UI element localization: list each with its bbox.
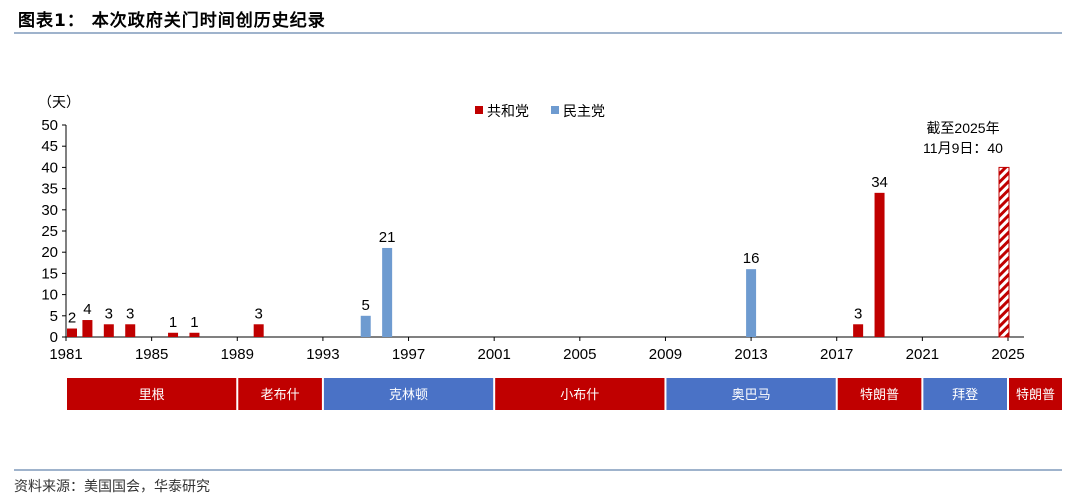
data-label-2019: 34 [871,174,888,191]
x-tick-label: 2017 [820,346,853,363]
annotation-line-1: 11月9日：40 [923,140,1003,156]
y-tick-label: 25 [41,223,58,240]
annotation-line-0: 截至2025年 [926,120,999,136]
x-tick-label: 2001 [477,346,510,363]
data-label-1986: 1 [169,314,177,331]
data-label-1984: 3 [126,305,134,322]
y-tick-label: 35 [41,181,58,198]
y-tick-label: 10 [41,287,58,304]
admin-label-5: 特朗普 [860,387,899,402]
admin-label-2: 克林顿 [389,387,428,402]
x-tick-label: 1985 [135,346,168,363]
data-label-1996: 21 [379,229,396,246]
bar-1990 [253,324,264,337]
bar-1995 [360,315,371,337]
admin-band-0 [67,378,237,410]
y-tick-label: 15 [41,265,58,282]
data-label-1987: 1 [190,314,198,331]
bar-1982 [82,320,93,337]
admin-band-5 [837,378,922,410]
bar-1987 [189,332,200,337]
admin-band-7 [1009,378,1062,410]
admin-label-7: 特朗普 [1016,387,1055,402]
admin-label-6: 拜登 [952,387,978,402]
legend-label-0: 共和党 [487,103,529,119]
y-tick-label: 45 [41,138,58,155]
bar-2018 [853,324,864,337]
source-note: 资料来源：美国国会，华泰研究 [14,479,210,495]
y-tick-label: 50 [41,117,58,134]
bar-2025 [998,166,1010,338]
admin-band-4 [666,378,836,410]
bar-1981 [67,328,77,337]
chart-title: 图表1： 本次政府关门时间创历史纪录 [18,11,326,31]
top-rule [14,32,1062,34]
data-label-1983: 3 [105,305,113,322]
x-tick-label: 2005 [563,346,596,363]
admin-band-1 [238,378,322,410]
admin-label-1: 老布什 [261,387,300,402]
data-label-2018: 3 [854,305,862,322]
y-tick-label: 5 [50,308,58,325]
y-unit-label: （天） [38,94,80,110]
bar-1983 [103,324,114,337]
x-tick-label: 2009 [649,346,682,363]
data-label-2013: 16 [743,250,760,267]
data-label-1995: 5 [362,297,370,314]
data-label-1981: 2 [68,310,76,327]
legend-swatch-1 [551,106,559,114]
data-label-1982: 4 [83,301,91,318]
x-tick-label: 1981 [49,346,82,363]
x-tick-label: 1993 [306,346,339,363]
admin-band-6 [923,378,1007,410]
x-tick-label: 1997 [392,346,425,363]
bottom-rule [14,469,1062,471]
data-label-1990: 3 [255,305,263,322]
bar-1996 [382,247,393,337]
admin-band-2 [323,378,494,410]
admin-label-3: 小布什 [560,387,599,402]
admin-label-4: 奥巴马 [732,387,771,402]
x-tick-label: 2013 [734,346,767,363]
bar-2013 [746,269,757,337]
y-tick-label: 0 [50,329,58,346]
x-tick-label: 2025 [991,346,1024,363]
bar-1986 [168,332,179,337]
x-tick-label: 2021 [906,346,939,363]
legend-label-1: 民主党 [563,103,605,119]
y-tick-label: 40 [41,159,58,176]
bar-2019 [874,192,885,337]
y-tick-label: 30 [41,202,58,219]
x-tick-label: 1989 [221,346,254,363]
bar-1984 [125,324,136,337]
legend-swatch-0 [475,106,483,114]
admin-band-3 [495,378,665,410]
admin-label-0: 里根 [139,387,165,402]
y-tick-label: 20 [41,244,58,261]
